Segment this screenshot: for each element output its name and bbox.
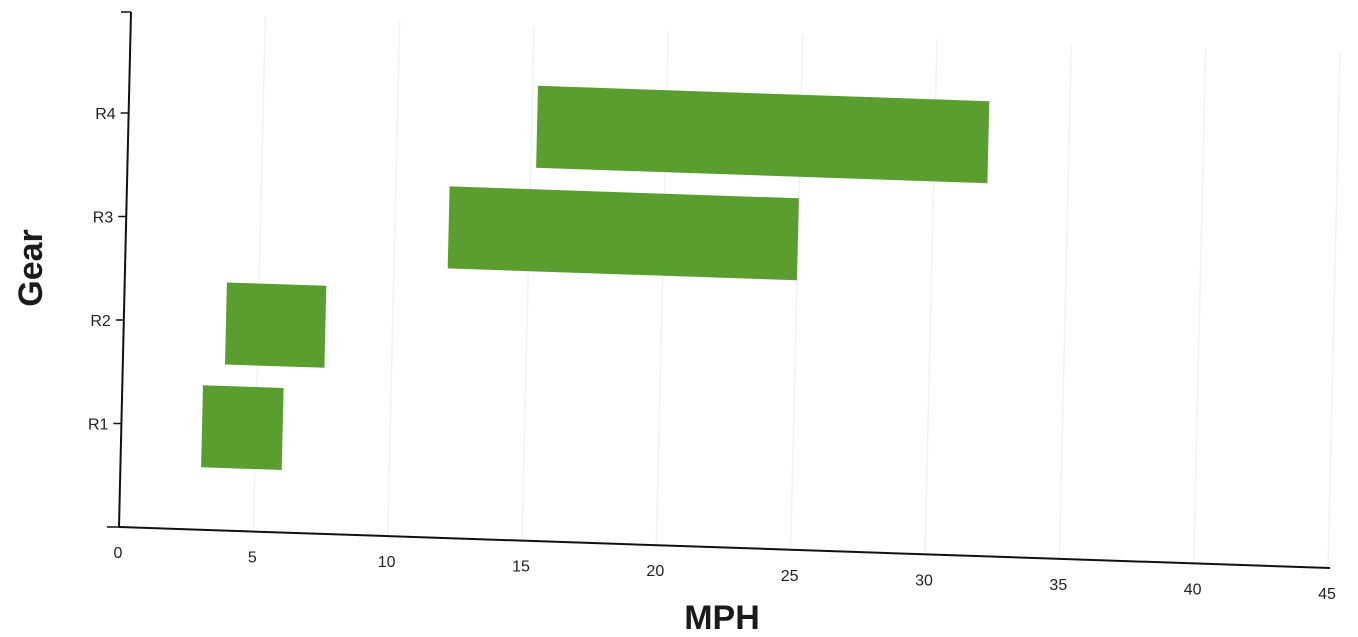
x-tick-labels: 0 5 10 15 20 25 30 35 40 45: [114, 545, 1336, 603]
x-tick-label: 40: [1184, 581, 1202, 598]
x-gridline: [386, 21, 401, 537]
x-gridline: [1192, 48, 1207, 564]
range-bar-r1: [201, 385, 284, 470]
x-tick-label: 5: [248, 550, 257, 567]
x-gridline: [1327, 52, 1341, 569]
x-gridline: [1058, 43, 1073, 559]
x-tick-label: 35: [1049, 577, 1067, 594]
range-bar-r4: [536, 85, 990, 184]
x-axis-title: MPH: [684, 599, 760, 637]
range-bar-r2: [225, 282, 327, 368]
y-axis-line: [118, 11, 132, 528]
y-tick-label: R3: [93, 210, 114, 227]
x-tick-label: 15: [512, 559, 530, 576]
x-gridline: [521, 25, 535, 541]
y-axis-title: Gear: [12, 229, 50, 307]
range-bars: [201, 85, 990, 470]
x-tick-label: 45: [1318, 586, 1336, 603]
x-tick-label: 10: [378, 554, 396, 571]
x-tick-label: 30: [915, 572, 933, 589]
x-tick-label: 0: [114, 545, 123, 562]
y-tick-label: R4: [95, 106, 116, 123]
axes: [107, 11, 1331, 569]
x-tick-label: 20: [646, 563, 664, 580]
y-tick-label: R2: [90, 313, 111, 330]
x-axis-line: [118, 526, 1331, 569]
vertical-gridlines: [252, 16, 1341, 569]
y-tick-label: R1: [88, 417, 109, 434]
x-tick-label: 25: [781, 568, 799, 585]
y-tick-labels: R1 R2 R3 R4: [88, 106, 129, 434]
range-bar-r3: [447, 186, 799, 281]
